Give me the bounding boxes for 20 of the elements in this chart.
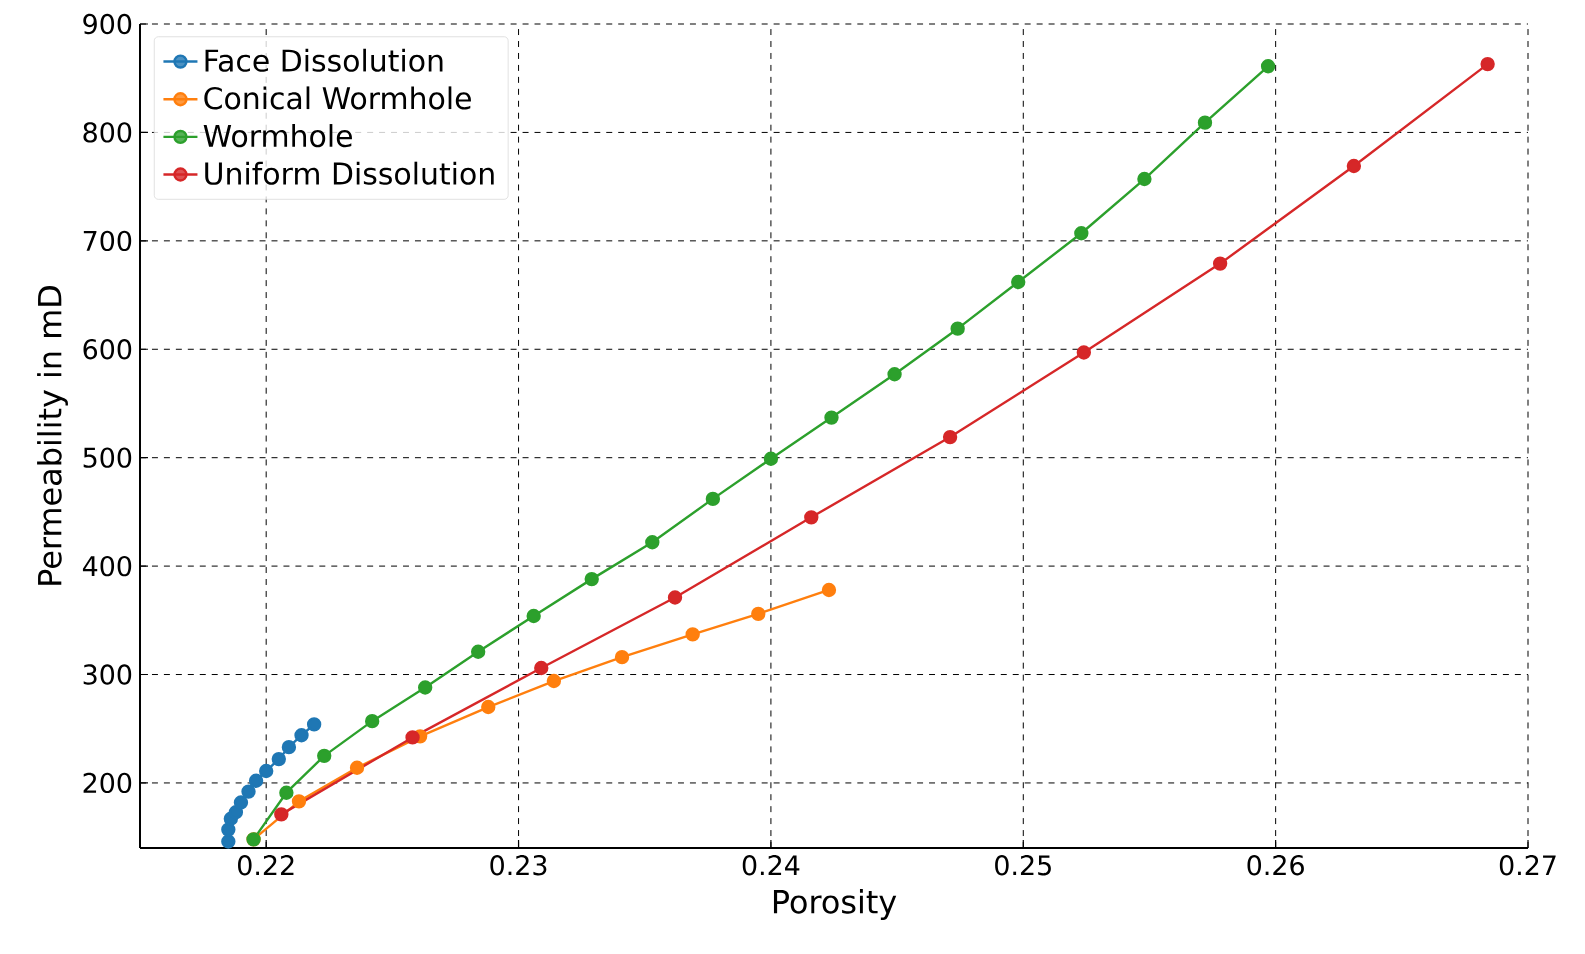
x-tick-label: 0.25 <box>995 855 1051 876</box>
legend-label: Conical Wormhole <box>204 86 471 110</box>
x-tick-label: 0.22 <box>238 855 294 876</box>
y-tick-label: 400 <box>82 555 132 577</box>
legend-label: Wormhole <box>203 124 352 148</box>
y-tick-label: 500 <box>83 447 132 468</box>
legend-label: Face Dissolution <box>205 48 443 72</box>
x-tick-label: 0.23 <box>490 855 547 876</box>
x-tick-label: 0.26 <box>1247 855 1304 876</box>
y-tick-label: 900 <box>83 13 132 35</box>
y-tick-label: 200 <box>83 772 132 794</box>
y-axis-title: Permeability in mD <box>37 286 68 585</box>
x-tick-label: 0.24 <box>742 855 800 876</box>
x-axis-title: Porosity <box>773 889 897 920</box>
y-tick-label: 300 <box>83 664 132 685</box>
y-tick-label: 600 <box>83 339 132 360</box>
x-tick-label: 0.27 <box>1499 855 1556 876</box>
legend-label: Uniform Dissolution <box>205 161 494 185</box>
y-tick-label: 700 <box>83 230 132 252</box>
y-tick-label: 800 <box>83 122 132 143</box>
